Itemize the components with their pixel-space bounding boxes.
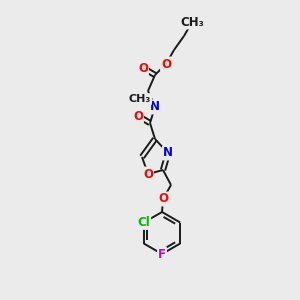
Text: O: O	[158, 193, 168, 206]
Text: O: O	[143, 167, 153, 181]
Text: F: F	[158, 248, 166, 260]
Text: O: O	[138, 61, 148, 74]
Text: N: N	[150, 100, 160, 113]
Text: O: O	[133, 110, 143, 122]
Text: CH₃: CH₃	[180, 16, 204, 28]
Text: O: O	[161, 58, 171, 70]
Text: Cl: Cl	[137, 216, 150, 229]
Text: CH₃: CH₃	[129, 94, 151, 104]
Text: N: N	[163, 146, 173, 160]
